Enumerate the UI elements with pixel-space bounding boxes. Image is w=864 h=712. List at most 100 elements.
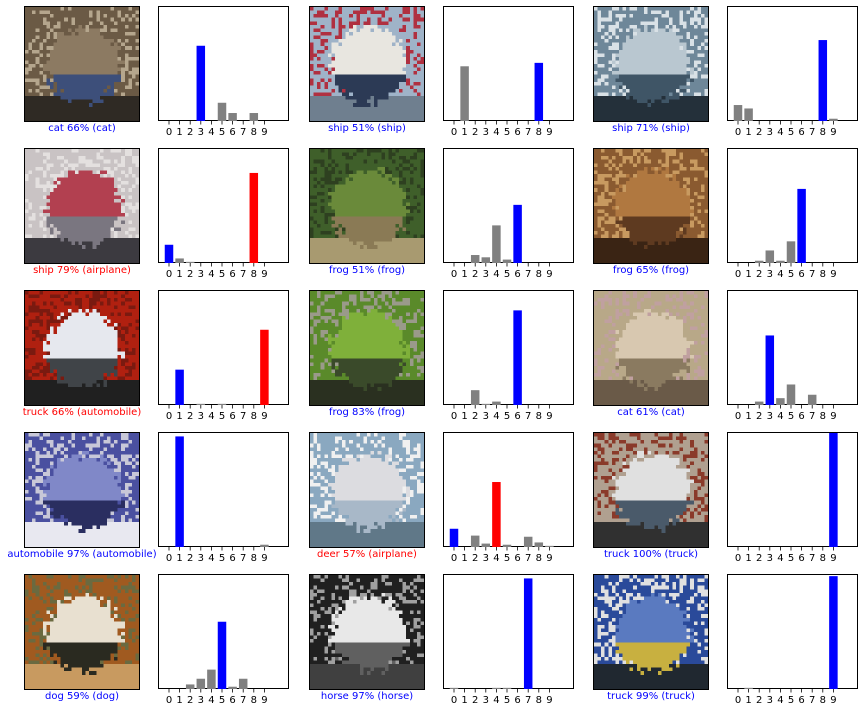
x-tick-label: 8 xyxy=(536,127,542,138)
cat-image xyxy=(25,7,139,121)
x-tick-label: 7 xyxy=(525,553,531,564)
bar-class-3 xyxy=(765,335,775,405)
bar-class-9 xyxy=(829,576,838,689)
x-tick-label: 6 xyxy=(229,269,235,280)
x-tick-label: 9 xyxy=(261,695,267,706)
bar-class-6 xyxy=(797,188,806,263)
x-tick-label: 1 xyxy=(461,695,467,706)
x-tick-label: 9 xyxy=(261,553,267,564)
x-tick-label: 3 xyxy=(767,553,773,564)
x-tick-label: 1 xyxy=(745,695,751,706)
x-tick-label: 8 xyxy=(820,127,826,138)
x-tick-label: 1 xyxy=(461,411,467,422)
x-tick-label: 5 xyxy=(219,269,225,280)
x-tick-label: 0 xyxy=(735,127,741,138)
x-tick-label: 6 xyxy=(514,411,520,422)
x-tick-label: 6 xyxy=(798,695,804,706)
x-tick-label: 7 xyxy=(809,695,815,706)
x-tick-label: 4 xyxy=(777,127,783,138)
bar-class-8 xyxy=(534,542,544,547)
x-tick-label: 8 xyxy=(251,553,257,564)
x-tick-label: 0 xyxy=(166,269,172,280)
x-tick-label: 3 xyxy=(767,269,773,280)
x-tick-label: 4 xyxy=(208,553,214,564)
x-tick-label: 4 xyxy=(493,127,499,138)
x-tick-label: 5 xyxy=(219,411,225,422)
x-tick-label: 2 xyxy=(187,269,193,280)
x-tick-label: 1 xyxy=(745,269,751,280)
bar-class-9 xyxy=(829,118,838,121)
prediction-caption: horse 97% (horse) xyxy=(320,691,414,702)
automobile-image-2 xyxy=(25,433,139,547)
automobile-image xyxy=(25,291,139,405)
bar-class-3 xyxy=(481,403,491,405)
bar-class-3 xyxy=(196,678,206,689)
x-tick-label: 0 xyxy=(735,695,741,706)
bar-class-7 xyxy=(807,394,817,405)
sample-image-frame xyxy=(24,6,140,122)
sample-image-frame xyxy=(593,574,709,690)
bar-class-7 xyxy=(238,678,248,689)
bar-class-2 xyxy=(470,535,480,547)
x-tick-label: 7 xyxy=(240,269,246,280)
x-tick-label: 4 xyxy=(493,269,499,280)
x-tick-label: 7 xyxy=(525,127,531,138)
x-tick-label: 0 xyxy=(166,695,172,706)
bar-class-6 xyxy=(513,310,522,405)
bar-class-4 xyxy=(492,401,501,405)
bar-class-8 xyxy=(534,62,544,121)
x-tick-label: 6 xyxy=(229,553,235,564)
prediction-caption: cat 66% (cat) xyxy=(48,123,116,134)
bar-class-5 xyxy=(217,102,227,121)
x-tick-label: 7 xyxy=(240,695,246,706)
prediction-caption: frog 51% (frog) xyxy=(328,265,406,276)
x-tick-label: 9 xyxy=(546,127,552,138)
x-tick-label: 3 xyxy=(483,553,489,564)
prediction-caption: deer 57% (airplane) xyxy=(317,549,417,560)
prediction-caption: ship 71% (ship) xyxy=(612,123,690,134)
bar-class-3 xyxy=(196,45,206,122)
x-tick-label: 1 xyxy=(745,411,751,422)
x-tick-label: 6 xyxy=(798,411,804,422)
sample-image-frame xyxy=(24,290,140,406)
bar-class-2 xyxy=(754,260,764,263)
bar-class-5 xyxy=(502,544,512,547)
x-tick-label: 8 xyxy=(251,269,257,280)
x-tick-label: 5 xyxy=(219,553,225,564)
x-tick-label: 7 xyxy=(525,695,531,706)
bar-class-8 xyxy=(249,172,259,263)
bar-class-4 xyxy=(207,669,216,689)
x-tick-label: 9 xyxy=(830,411,836,422)
x-tick-label: 3 xyxy=(767,411,773,422)
x-tick-label: 9 xyxy=(830,127,836,138)
cat-image-2 xyxy=(594,291,708,405)
prediction-caption: automobile 97% (automobile) xyxy=(7,549,157,560)
x-tick-label: 4 xyxy=(208,411,214,422)
x-tick-label: 2 xyxy=(187,695,193,706)
x-tick-label: 4 xyxy=(777,553,783,564)
x-tick-label: 3 xyxy=(198,695,204,706)
truck-image-2 xyxy=(594,575,708,689)
airplane-book-image xyxy=(25,149,139,263)
x-tick-label: 4 xyxy=(208,127,214,138)
x-tick-label: 3 xyxy=(198,269,204,280)
x-tick-label: 9 xyxy=(546,411,552,422)
x-tick-label: 1 xyxy=(461,269,467,280)
x-tick-label: 1 xyxy=(176,269,182,280)
bar-class-4 xyxy=(776,260,785,263)
x-tick-label: 9 xyxy=(830,269,836,280)
prediction-caption: ship 79% (airplane) xyxy=(33,265,131,276)
x-tick-label: 5 xyxy=(504,553,510,564)
